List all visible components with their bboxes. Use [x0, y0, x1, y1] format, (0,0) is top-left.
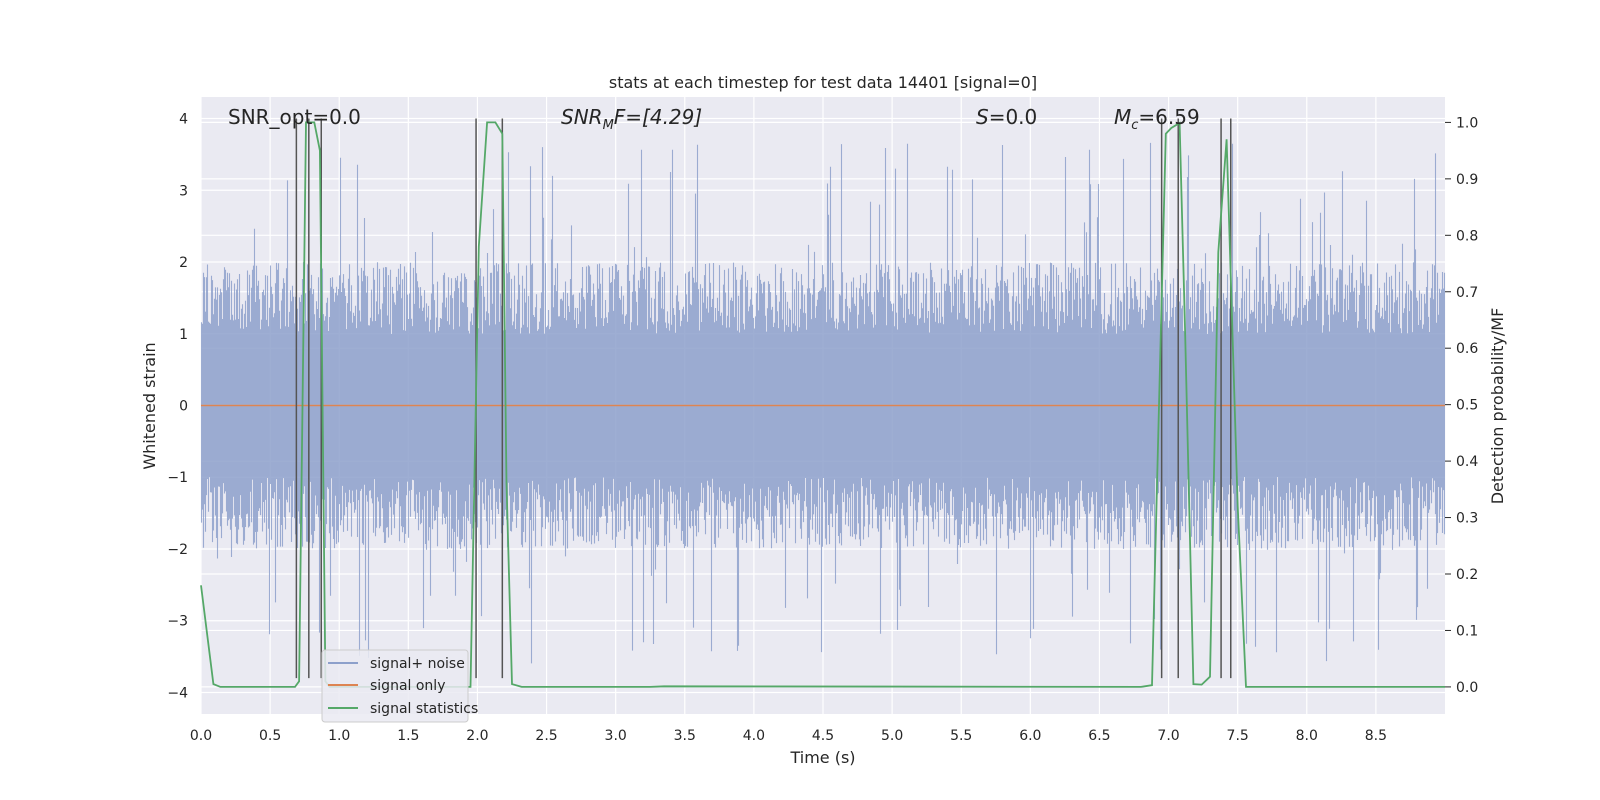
x-axis-label: Time (s)	[789, 748, 855, 767]
chart-title: stats at each timestep for test data 144…	[609, 73, 1037, 92]
x-tick-label: 1.5	[397, 728, 419, 744]
x-tick-label: 6.5	[1088, 728, 1110, 744]
x-tick-label: 3.0	[605, 728, 627, 744]
right-axis-ticks: 1.0 0.9 0.8 0.7 0.6 0.5 0.4 0.3 0.2 0.1 0.0	[1445, 115, 1478, 696]
y-tick-label: 2	[179, 255, 188, 271]
x-tick-label: 0.0	[190, 728, 212, 744]
legend-label-signal-only: signal only	[370, 678, 445, 694]
legend-box	[321, 649, 469, 723]
annotation-s: S=0.0	[976, 105, 1037, 129]
x-tick-label: 1.0	[328, 728, 350, 744]
signal-statistics-series	[200, 121, 1445, 688]
annotation-mc: Mc=6.59	[1114, 105, 1200, 133]
right-tick-label: 0.4	[1456, 454, 1478, 470]
x-tick-label: 6.0	[1019, 728, 1041, 744]
legend-label-signal-statistics: signal statistics	[370, 701, 478, 717]
right-tick-label: 0.5	[1456, 398, 1478, 414]
x-tick-label: 3.5	[674, 728, 696, 744]
right-tick-label: 0.1	[1456, 623, 1478, 639]
x-tick-label: 8.5	[1365, 728, 1387, 744]
y-axis-ticks: 4 3 2 1 0 −1 −2 −3 −4	[167, 112, 188, 702]
right-tick-label: 0.7	[1456, 285, 1478, 301]
x-tick-label: 4.0	[743, 728, 765, 744]
x-tick-label: 7.5	[1227, 728, 1249, 744]
y-tick-label: −1	[167, 470, 188, 486]
x-tick-label: 5.0	[881, 728, 903, 744]
right-tick-label: 0.9	[1456, 172, 1478, 188]
y-tick-label: 4	[179, 112, 188, 128]
y-tick-label: −3	[167, 614, 188, 630]
right-tick-label: 0.2	[1456, 567, 1478, 583]
y-tick-label: 1	[179, 327, 188, 343]
annotation-snr-opt: SNR_opt=0.0	[228, 105, 361, 129]
right-tick-label: 1.0	[1456, 115, 1478, 131]
x-tick-label: 2.0	[466, 728, 488, 744]
right-tick-label: 0.8	[1456, 228, 1478, 244]
vertical-markers	[295, 118, 1232, 679]
y-tick-label: 3	[179, 183, 188, 199]
x-tick-label: 4.5	[812, 728, 834, 744]
x-tick-label: 7.0	[1157, 728, 1179, 744]
y-tick-label: −4	[167, 685, 188, 701]
right-tick-label: 0.0	[1456, 680, 1478, 696]
legend-label-signal-noise: signal+ noise	[370, 656, 465, 672]
y-tick-label: 0	[179, 399, 188, 415]
right-axis-label: Detection probability/MF	[1488, 308, 1507, 505]
y-tick-label: −2	[167, 542, 188, 558]
x-tick-label: 2.5	[535, 728, 557, 744]
legend: signal+ noise signal only signal statist…	[321, 649, 478, 723]
x-tick-label: 0.5	[259, 728, 281, 744]
right-tick-label: 0.3	[1456, 511, 1478, 527]
y-axis-label: Whitened strain	[140, 342, 159, 469]
x-tick-label: 8.0	[1296, 728, 1318, 744]
annotation-snr-mf: SNRMF=[4.29]	[561, 105, 702, 133]
x-tick-label: 5.5	[950, 728, 972, 744]
right-tick-label: 0.6	[1456, 341, 1478, 357]
x-axis-ticks: 0.0 0.5 1.0 1.5 2.0 2.5 3.0 3.5 4.0 4.5 5.0 5.5 6.0 6…	[190, 728, 1387, 744]
